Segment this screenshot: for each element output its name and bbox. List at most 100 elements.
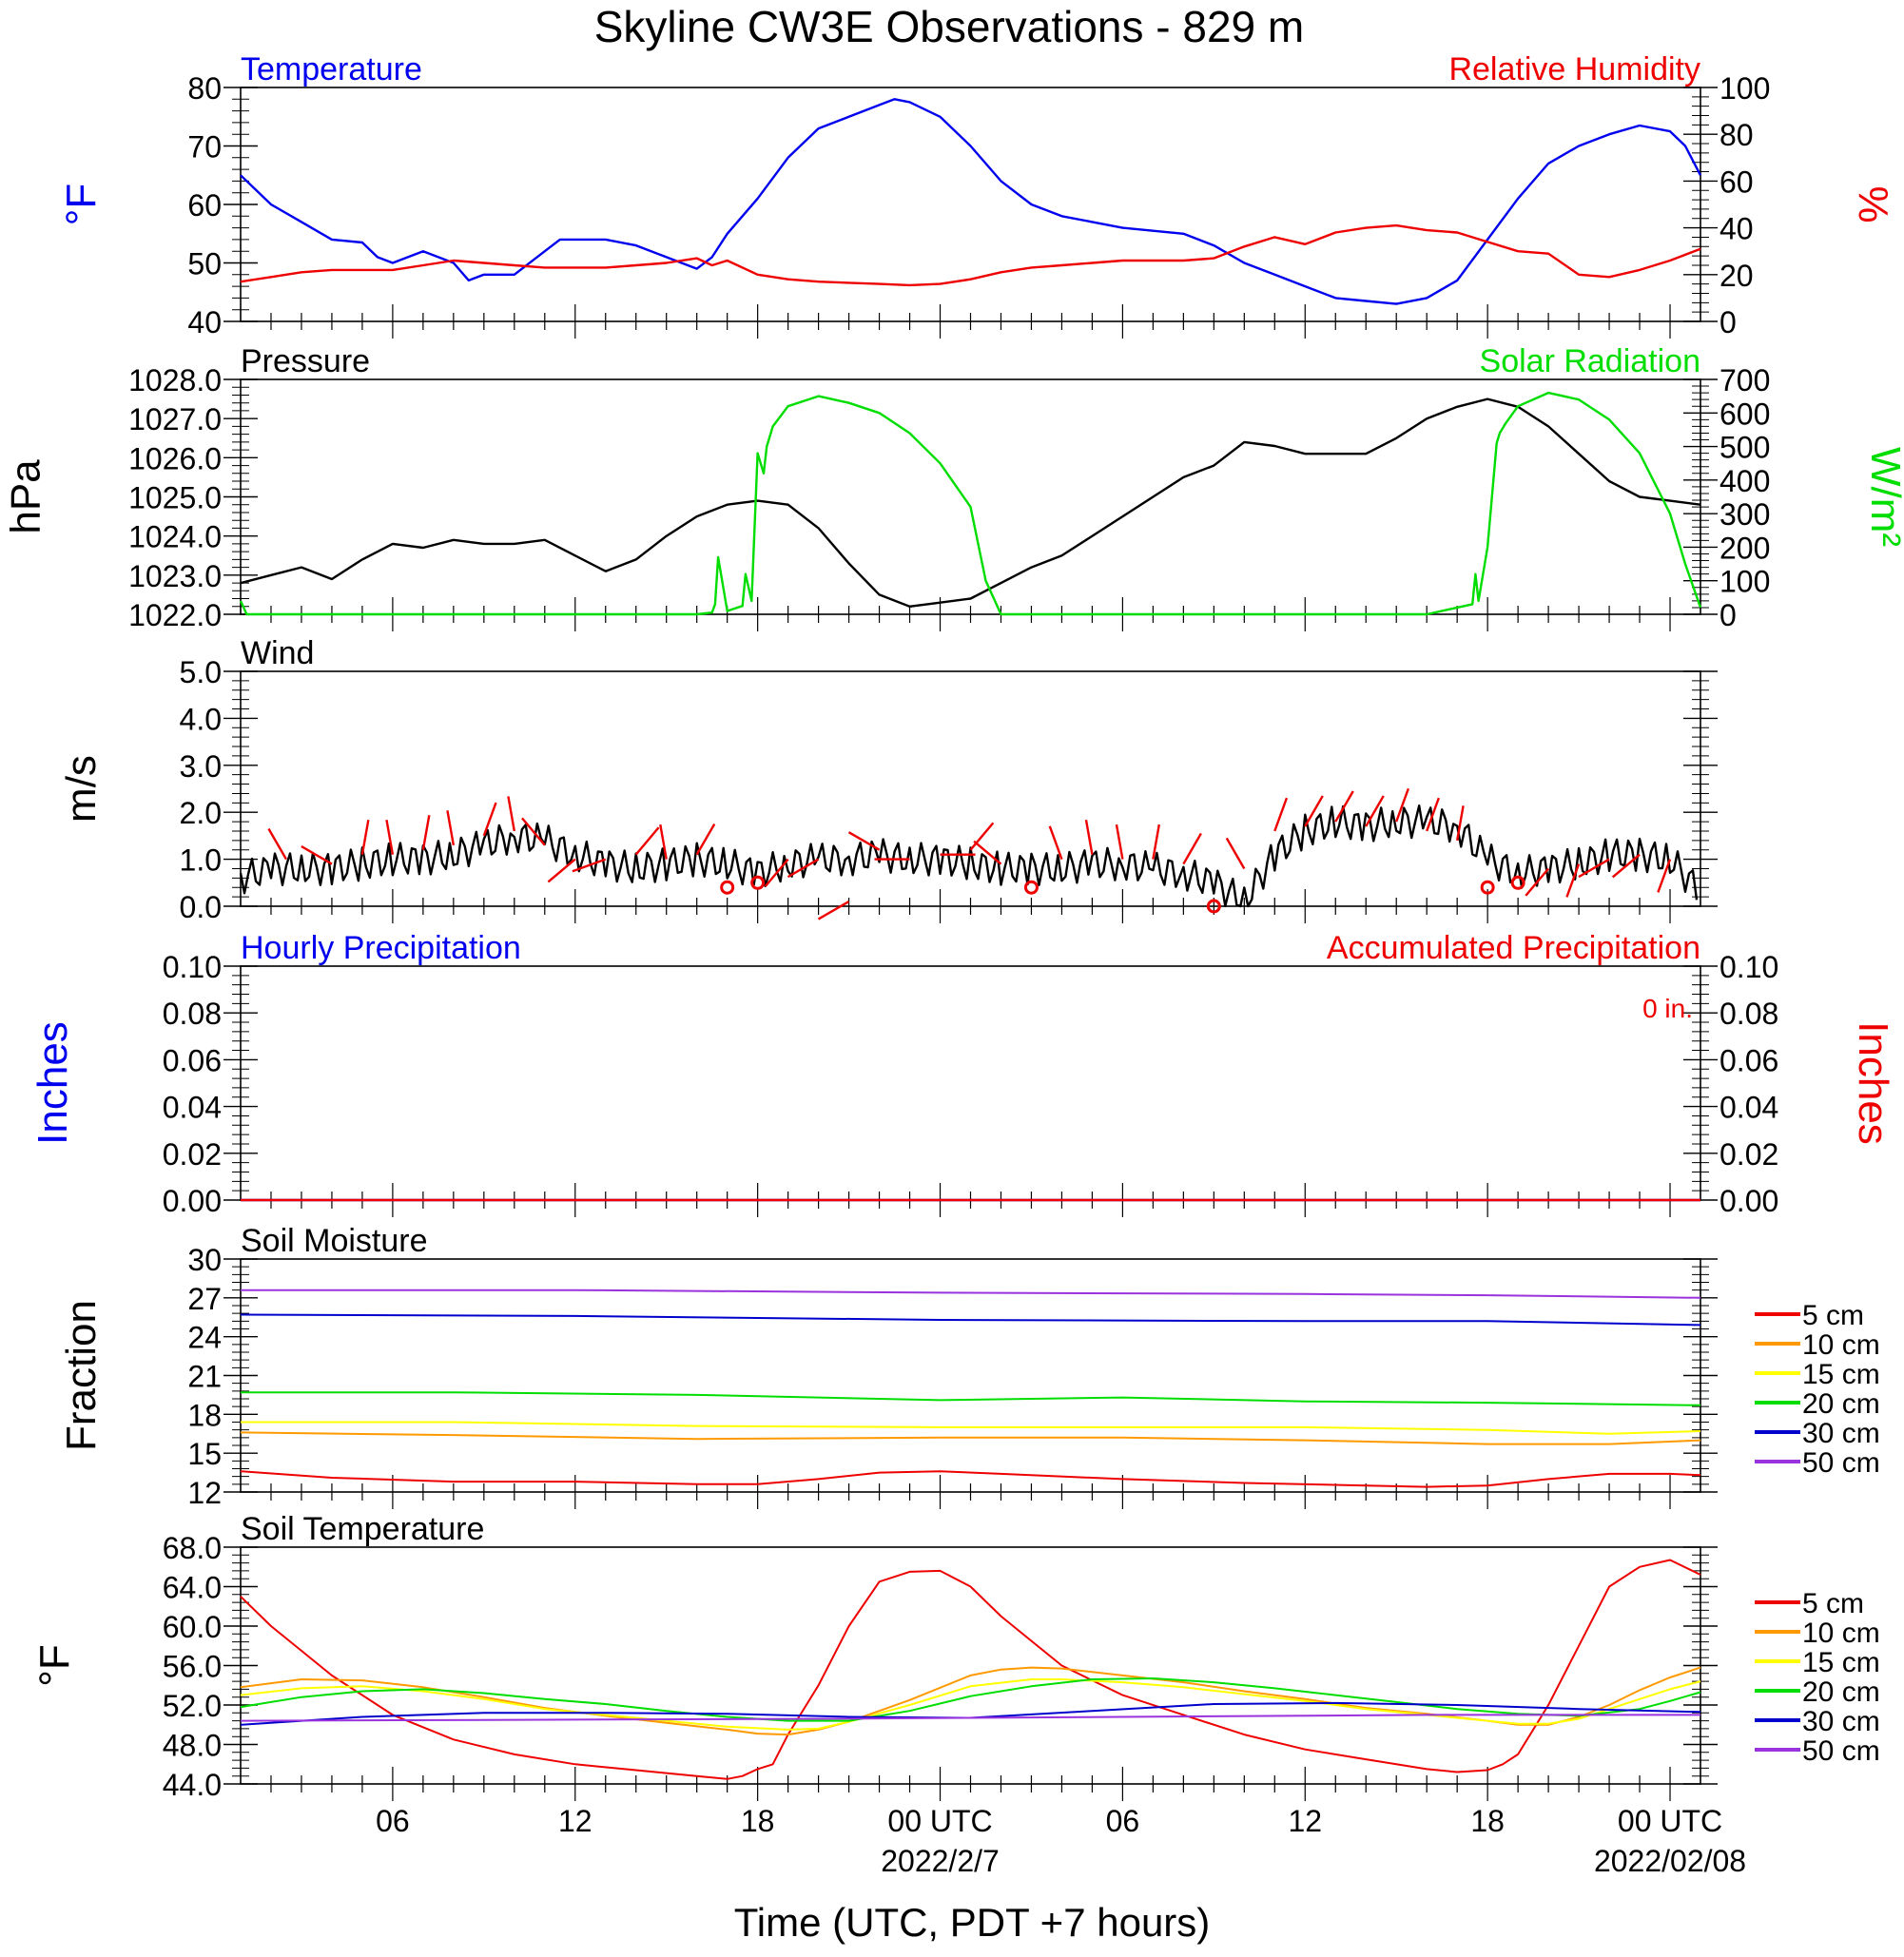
y-tick-label-left: 52.0 <box>163 1689 222 1723</box>
calm-wind-marker <box>1480 880 1495 895</box>
legend-entry: 20 cm <box>1802 1388 1880 1420</box>
panel-title-right: Solar Radiation <box>1480 343 1700 379</box>
15-cm-line <box>240 1678 1701 1731</box>
wind-barb <box>446 810 456 845</box>
wind-barb <box>1115 823 1124 860</box>
soil-temperature-panel: 68.0 64.0 60.0 56.0 52.0 48.0 44.0 °F Soil Tempe… <box>31 1511 1880 1802</box>
y-tick-label-left: 44.0 <box>163 1768 222 1802</box>
y-tick-label-left: 0.08 <box>163 997 222 1031</box>
panel-title-left: Temperature <box>241 51 422 87</box>
wind-barb <box>1304 795 1324 827</box>
10-cm-line <box>240 1666 1701 1736</box>
y-axis-label-right: % <box>1850 185 1896 223</box>
legend-entry: 10 cm <box>1802 1618 1880 1649</box>
series-0-line <box>240 397 1701 608</box>
series-0-line <box>240 98 1702 305</box>
series-1-line <box>240 223 1701 287</box>
panel-title-left: Soil Moisture <box>241 1223 428 1259</box>
y-tick-label-left: 0.00 <box>163 1184 222 1218</box>
y-tick-label-left: 3.0 <box>180 749 222 784</box>
y-tick-label-left: 68.0 <box>163 1531 222 1565</box>
y-tick-label-left: 18 <box>187 1398 222 1432</box>
legend-entry: 5 cm <box>1802 1588 1864 1619</box>
plot-frame <box>240 965 1701 1201</box>
y-tick-label-left: 80 <box>187 71 222 106</box>
figure-title: Skyline CW3E Observations - 829 m <box>594 2 1305 51</box>
x-tick-label: 00 UTC <box>887 1804 992 1838</box>
panel-title-left: Soil Temperature <box>241 1511 484 1547</box>
wind-barb <box>659 823 668 860</box>
y-tick-label-left: 0.04 <box>163 1091 222 1125</box>
y-tick-label-left: 60 <box>187 188 222 223</box>
y-tick-label-right: 300 <box>1719 497 1770 532</box>
legend-entry: 50 cm <box>1802 1735 1880 1767</box>
y-tick-label-left: 64.0 <box>163 1571 222 1605</box>
x-tick-label: 06 <box>1106 1804 1140 1838</box>
y-tick-label-left: 56.0 <box>163 1650 222 1684</box>
calm-wind-marker <box>1023 880 1039 895</box>
wind-barb <box>764 858 789 887</box>
wind-barb <box>421 815 431 850</box>
y-tick-label-left: 1022.0 <box>128 598 222 632</box>
wind-barb <box>507 796 515 832</box>
x-axis-title: Time (UTC, PDT +7 hours) <box>734 1900 1211 1945</box>
y-tick-label-left: 70 <box>187 130 222 165</box>
y-tick-label-left: 50 <box>187 247 222 281</box>
wind-barb <box>572 858 607 873</box>
y-tick-label-left: 40 <box>187 305 222 339</box>
wind-barb <box>482 802 497 837</box>
20-cm-line <box>241 1391 1701 1406</box>
wind-barb <box>1455 805 1465 842</box>
y-tick-label-right: 500 <box>1719 431 1770 465</box>
5-cm-line <box>240 1470 1701 1488</box>
y-tick-label-left: 60.0 <box>163 1610 222 1644</box>
y-axis-label-left: Fraction <box>58 1300 105 1451</box>
wind-barb <box>695 823 716 856</box>
y-tick-label-left: 1028.0 <box>128 363 222 397</box>
wind-barb <box>1395 787 1410 823</box>
legend-entry: 15 cm <box>1802 1647 1880 1678</box>
y-tick-label-left: 1024.0 <box>128 520 222 554</box>
5-cm-line <box>240 1559 1701 1780</box>
x-tick-label: 00 UTC <box>1618 1804 1722 1838</box>
y-axis-label-left: °F <box>31 1644 78 1686</box>
y-tick-label-right: 0 <box>1719 598 1737 632</box>
50-cm-line <box>240 1714 1700 1722</box>
calm-wind-marker <box>720 880 735 895</box>
wind-barb <box>521 817 546 846</box>
wind-barb <box>547 858 576 883</box>
x-tick-label: 12 <box>558 1804 593 1838</box>
wind-panel: 5.0 4.0 3.0 2.0 1.0 0.0 m/s Wind <box>58 635 1718 924</box>
wind-barb <box>1611 853 1641 879</box>
x-tick-label: 06 <box>376 1804 410 1838</box>
panel-title-left: Hourly Precipitation <box>241 930 521 966</box>
y-tick-label-right: 0.00 <box>1719 1184 1778 1218</box>
x-tick-label: 12 <box>1288 1804 1322 1838</box>
15-cm-line <box>241 1421 1701 1435</box>
wind-barb <box>1152 823 1160 860</box>
plot-frame <box>240 1258 1701 1493</box>
20-cm-line <box>240 1677 1701 1722</box>
panel-title-right: Relative Humidity <box>1448 51 1700 87</box>
calm-wind-marker <box>750 875 766 890</box>
wind-barb <box>1657 859 1672 893</box>
y-tick-label-left: 48.0 <box>163 1729 222 1763</box>
y-tick-label-right: 0.06 <box>1719 1043 1778 1077</box>
y-tick-label-left: 0.02 <box>163 1137 222 1172</box>
wind-barb <box>1565 863 1581 898</box>
wind-barb <box>1225 837 1246 870</box>
legend-entry: 20 cm <box>1802 1676 1880 1708</box>
y-tick-label-right: 600 <box>1719 397 1770 431</box>
wind-barb <box>1182 832 1202 865</box>
legend-entry: 30 cm <box>1802 1706 1880 1737</box>
y-tick-label-left: 0.06 <box>163 1043 222 1077</box>
y-tick-label-left: 1.0 <box>180 843 222 878</box>
wind-barb <box>1273 797 1289 832</box>
legend-entry: 30 cm <box>1802 1418 1880 1449</box>
y-tick-label-right: 200 <box>1719 531 1770 565</box>
y-axis-label-left: hPa <box>3 459 49 534</box>
30-cm-line <box>240 1313 1701 1327</box>
x-tick-label: 18 <box>1470 1804 1505 1838</box>
